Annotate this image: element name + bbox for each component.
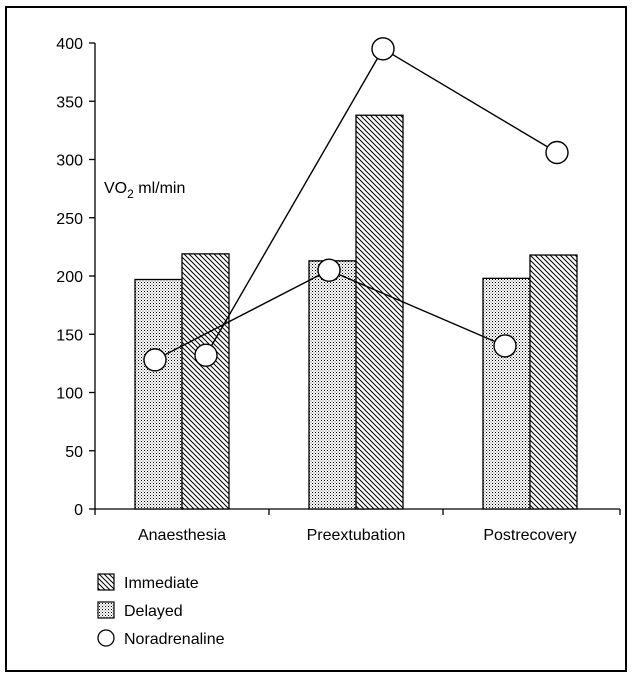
y-tick-label: 100 bbox=[56, 386, 83, 403]
noradrenaline-lines bbox=[143, 37, 569, 372]
legend: Immediate Delayed Noradrenaline bbox=[97, 573, 225, 648]
bars bbox=[134, 114, 578, 510]
bar-delayed-anaesthesia bbox=[134, 278, 183, 510]
bar-delayed-preextubation bbox=[308, 260, 357, 510]
bar-immediate-postrecovery bbox=[529, 254, 578, 510]
y-tick-label: 200 bbox=[56, 269, 83, 286]
noradrenaline-point bbox=[545, 140, 569, 165]
legend-label: Immediate bbox=[124, 575, 199, 592]
noradrenaline-point bbox=[371, 37, 395, 61]
bar-immediate-preextubation bbox=[355, 114, 404, 510]
y-tick-label: 350 bbox=[56, 94, 83, 111]
noradrenaline-point bbox=[317, 258, 341, 282]
y-tick-label: 300 bbox=[56, 153, 83, 170]
legend-label: Noradrenaline bbox=[124, 631, 225, 648]
y-tick-label: 150 bbox=[56, 327, 83, 344]
x-tick-label: Preextubation bbox=[307, 527, 406, 544]
y-tick-label: 50 bbox=[65, 444, 83, 461]
noradrenaline-point bbox=[143, 348, 167, 372]
y-tick-label: 400 bbox=[56, 36, 83, 53]
legend-swatch-delayed bbox=[97, 601, 115, 619]
x-tick-label: Anaesthesia bbox=[138, 527, 226, 544]
bar-delayed-postrecovery bbox=[482, 277, 531, 510]
y-axis-label: VO2 ml/min bbox=[104, 180, 185, 201]
noradrenaline-point bbox=[493, 334, 517, 358]
bar-immediate-anaesthesia bbox=[181, 253, 230, 510]
y-tick-label: 0 bbox=[74, 502, 83, 519]
legend-swatch-immediate bbox=[97, 573, 115, 591]
legend-label: Delayed bbox=[124, 603, 183, 620]
noradrenaline-point bbox=[194, 343, 218, 367]
x-tick-label: Postrecovery bbox=[483, 527, 576, 544]
legend-swatch-noradrenaline bbox=[97, 629, 115, 647]
y-tick-label: 250 bbox=[56, 211, 83, 228]
